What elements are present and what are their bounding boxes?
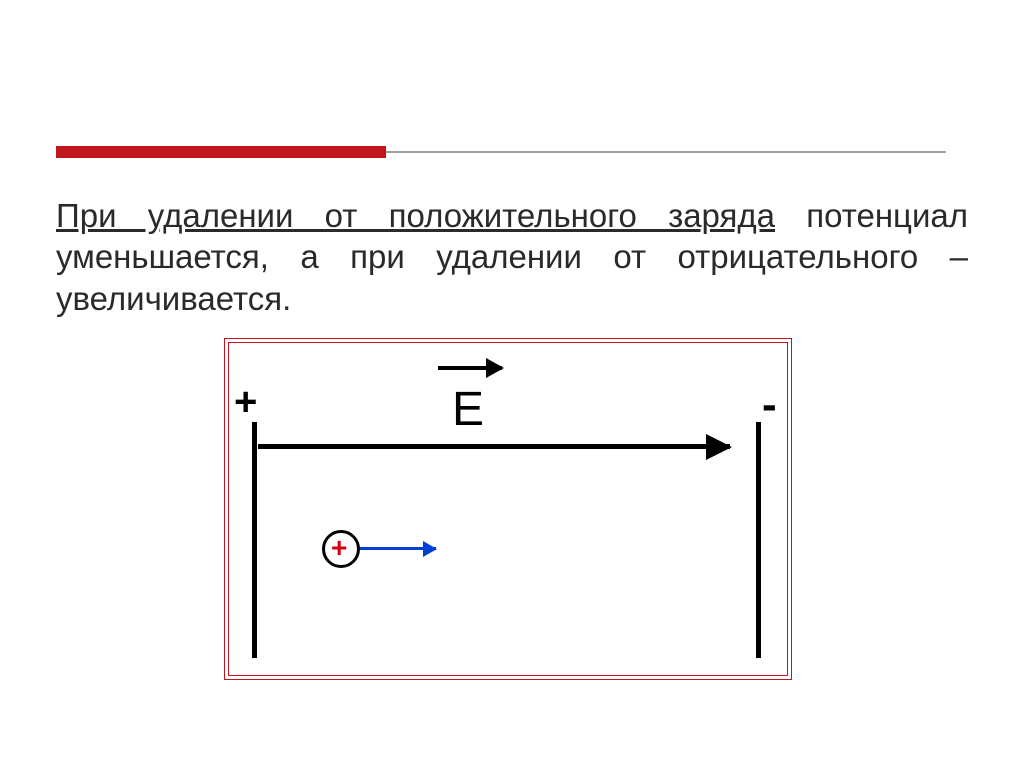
plate-negative (756, 422, 761, 658)
force-arrow-icon (360, 547, 436, 550)
body-underline: При удалении от положительного заряда (56, 197, 775, 234)
header-rule-thick (56, 146, 386, 158)
e-over-arrow-icon (438, 366, 502, 370)
diagram-frame (228, 342, 788, 676)
header-rule-thin (386, 151, 946, 153)
e-label: E (452, 382, 484, 437)
test-charge-plus: + (331, 534, 347, 562)
body-paragraph: При удалении от положительного заряда по… (56, 195, 968, 319)
field-arrow-icon (258, 444, 730, 449)
minus-sign: - (762, 380, 777, 430)
plus-sign: + (234, 380, 257, 425)
plate-positive (252, 422, 257, 658)
